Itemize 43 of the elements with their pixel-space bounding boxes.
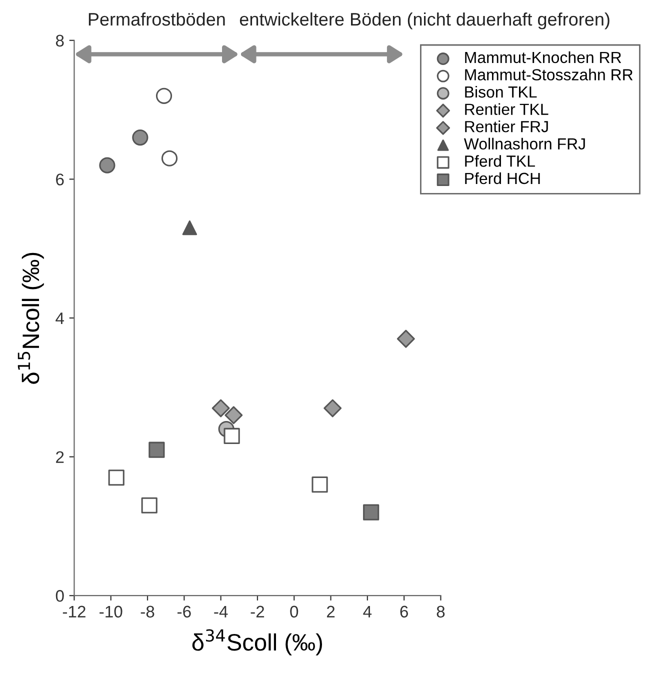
- x-tick-label: -10: [100, 606, 122, 618]
- y-tick-label: 8: [56, 34, 64, 47]
- point: [324, 399, 342, 418]
- point: [396, 330, 415, 348]
- y-tick-label: 6: [56, 174, 64, 186]
- point: [148, 442, 165, 458]
- y-tick-label: 0: [56, 590, 64, 602]
- x-tick-label: 2: [326, 606, 335, 618]
- point: [182, 220, 198, 236]
- x-tick-label: 4: [363, 606, 372, 618]
- point: [212, 399, 230, 418]
- point: [161, 150, 178, 166]
- y-axis-title: δ$^{15}$Ncoll (‰): [18, 252, 44, 384]
- x-tick-label: 6: [400, 606, 408, 618]
- legend-label: Pferd TKL: [465, 155, 535, 167]
- point: [108, 470, 124, 486]
- x-tick-label: 8: [436, 606, 445, 618]
- legend-label: Rentier TKL: [465, 103, 548, 115]
- point: [156, 88, 172, 104]
- legend-label: Mammut-Stosszahn RR: [465, 68, 633, 80]
- x-tick-label: -8: [140, 606, 154, 618]
- point: [141, 497, 158, 514]
- x-tick-label: -12: [62, 606, 86, 618]
- legend-label: Wollnashorn FRJ: [464, 138, 585, 150]
- point: [312, 476, 328, 493]
- text: Permafrostböden: [88, 12, 225, 26]
- x-axis-title: δ$^{34}$Scoll (‰): [192, 629, 322, 656]
- x-tick-label: -2: [250, 606, 264, 618]
- legend-label: Mammut-Knochen RR: [465, 51, 622, 64]
- x-tick-label: 0: [290, 606, 298, 618]
- point: [132, 129, 148, 146]
- point: [363, 504, 380, 520]
- x-tick-label: -6: [178, 606, 191, 618]
- x-tick-label: -4: [214, 606, 228, 618]
- legend-label: Pferd HCH: [465, 172, 540, 184]
- text: entwickeltere Böden (nicht dauerhaft gefroren): [240, 12, 610, 30]
- y-tick-label: 2: [56, 451, 64, 463]
- legend-label: Rentier FRJ: [465, 120, 548, 132]
- y-tick-label: 4: [56, 312, 64, 324]
- point: [99, 157, 116, 174]
- point: [224, 406, 243, 424]
- point: [224, 428, 240, 444]
- legend-label: Bison TKL: [465, 86, 537, 98]
